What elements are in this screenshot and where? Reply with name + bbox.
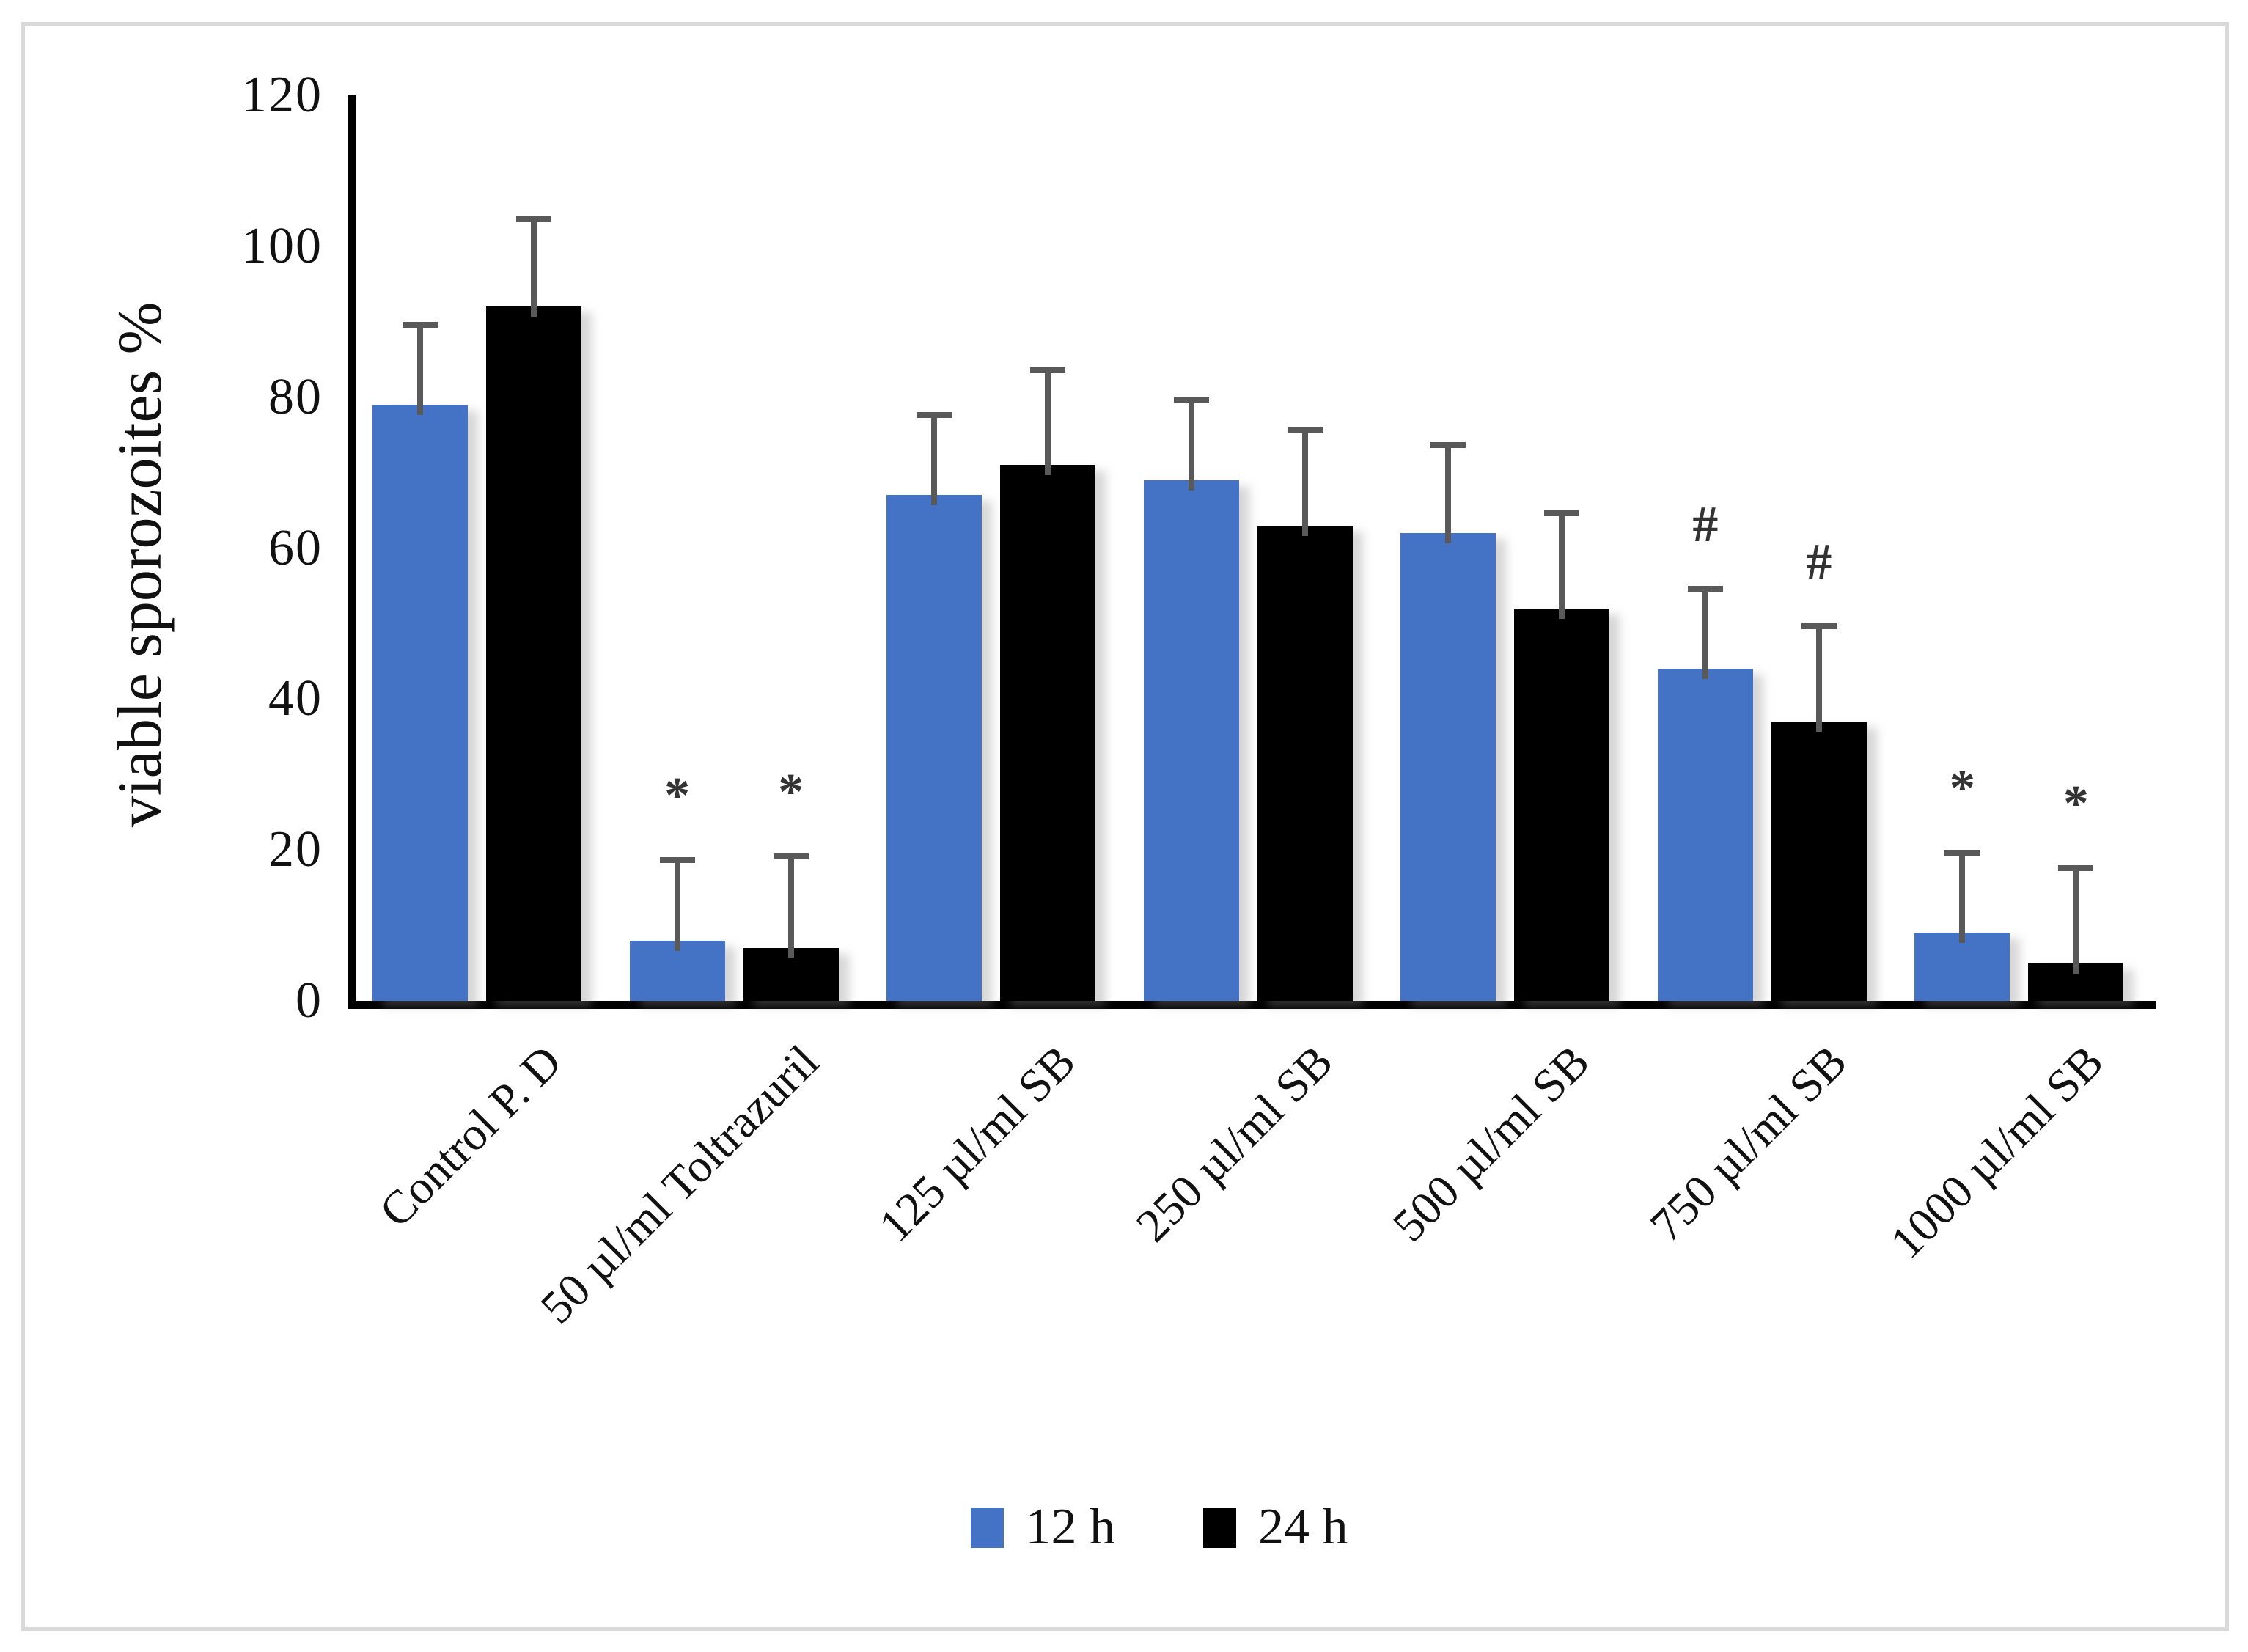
x-axis-label: Control P. D: [369, 1035, 571, 1237]
error-bar-line: [1815, 623, 1822, 733]
error-bar-cap: [403, 321, 438, 328]
error-bar-cap: [1687, 585, 1723, 592]
significance-mark: #: [1806, 534, 1832, 591]
error-bar-cap: [1287, 427, 1323, 433]
error-bar-line: [1702, 585, 1708, 680]
significance-mark: *: [778, 764, 804, 821]
error-bar-cap: [1430, 442, 1466, 449]
x-axis-label: 250 µl/ml SB: [1125, 1035, 1342, 1252]
significance-mark: *: [2062, 775, 2089, 832]
x-axis-label: 1000 µl/ml SB: [1880, 1035, 2114, 1269]
y-tick-label: 100: [241, 217, 323, 274]
significance-mark: *: [664, 768, 691, 825]
error-bar-line: [1188, 397, 1194, 491]
error-bar-line: [674, 857, 680, 951]
bar-24h-2: [1000, 465, 1096, 1001]
error-bar-line: [2073, 864, 2079, 974]
error-bar-line: [1559, 510, 1565, 619]
legend-swatch-icon: [1203, 1507, 1236, 1548]
error-bar-line: [417, 321, 423, 415]
y-tick-label: 40: [268, 670, 323, 727]
error-bar-cap: [1173, 397, 1209, 403]
error-bar-cap: [1944, 850, 1980, 856]
error-bar-cap: [917, 412, 952, 419]
y-tick-label: 0: [295, 972, 323, 1029]
error-bar-line: [787, 853, 794, 958]
error-bar-cap: [516, 216, 551, 222]
bar-12h-2: [886, 495, 982, 1001]
plot-area: * # * * # * Control P. D 50 µl/ml Toltrazuril 1…: [348, 95, 2156, 1333]
legend-item: 24 h: [1203, 1502, 1348, 1553]
error-bar-line: [1959, 850, 1966, 944]
x-axis-label: 125 µl/ml SB: [868, 1035, 1086, 1252]
legend: 12 h 24 h: [35, 1502, 2248, 1553]
bar-24h-4: [1514, 608, 1610, 1001]
bar-24h-0: [486, 306, 581, 1001]
x-axis-label: 750 µl/ml SB: [1639, 1035, 1856, 1252]
y-tick-label: 20: [268, 821, 323, 878]
significance-mark: *: [1949, 760, 1975, 818]
error-bar-cap: [1030, 367, 1066, 373]
legend-swatch-icon: [970, 1507, 1004, 1548]
legend-item: 12 h: [970, 1499, 1116, 1555]
y-tick-label: 80: [268, 368, 323, 425]
error-bar-cap: [659, 857, 695, 864]
bar-12h-6: [1914, 933, 2010, 1001]
y-tick-label: 60: [268, 519, 323, 576]
bar-24h-3: [1257, 525, 1353, 1001]
bar-12h-3: [1143, 480, 1239, 1001]
error-bar-cap: [1801, 623, 1837, 630]
error-bar-line: [531, 216, 537, 317]
error-bar-line: [1445, 442, 1452, 543]
error-bar-line: [1301, 427, 1308, 536]
error-bar-line: [1045, 367, 1051, 476]
significance-mark: #: [1692, 496, 1719, 553]
error-bar-cap: [2058, 864, 2094, 871]
legend-label: 12 h: [1025, 1499, 1116, 1555]
x-axis-label: 500 µl/ml SB: [1383, 1035, 1600, 1252]
error-bar-line: [931, 412, 938, 506]
bar-12h-0: [372, 404, 468, 1001]
legend-label: 24 h: [1258, 1499, 1348, 1555]
bar-12h-4: [1400, 532, 1496, 1001]
bar-24h-5: [1771, 722, 1867, 1001]
x-axis-label: 50 µl/ml Toltrazuril: [529, 1035, 829, 1334]
bar-12h-5: [1657, 669, 1753, 1001]
error-bar-cap: [1544, 510, 1580, 517]
y-tick-label: 120: [241, 67, 323, 123]
error-bar-cap: [773, 853, 809, 860]
